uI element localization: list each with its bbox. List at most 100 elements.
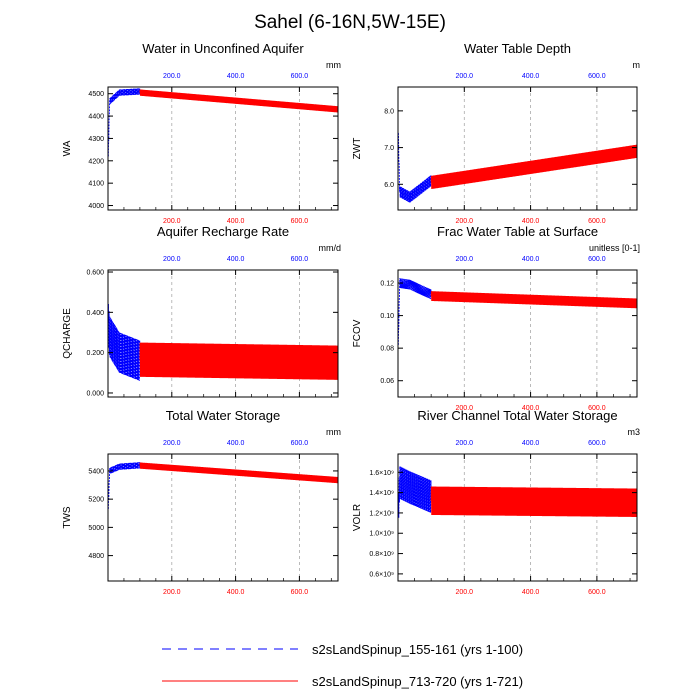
x-tick-label-bottom: 600.0	[291, 218, 309, 225]
y-tick-label: 0.6×10⁹	[369, 571, 394, 578]
plot-frame	[397, 453, 638, 582]
x-tick-label-top: 200.0	[163, 256, 181, 263]
y-axis-label: ZWT	[352, 138, 363, 160]
x-tick-label-top: 600.0	[291, 73, 309, 80]
chart-title: Water in Unconfined Aquifer	[142, 41, 304, 56]
y-tick-label: 4000	[88, 203, 104, 210]
y-tick-label: 5200	[88, 497, 104, 504]
plot-frame	[397, 269, 638, 398]
y-tick-label: 1.4×10⁹	[369, 490, 394, 497]
y-tick-label: 5400	[88, 468, 104, 475]
y-axis-label: QCHARGE	[62, 308, 73, 359]
series-line-2	[430, 291, 637, 309]
series-line-2	[430, 144, 637, 190]
x-tick-label-bottom: 200.0	[456, 405, 474, 412]
series-group	[398, 466, 637, 518]
legend: s2sLandSpinup_155-161 (yrs 1-100) s2sLand…	[162, 642, 523, 689]
y-axis-label: FCOV	[352, 319, 363, 347]
series-group	[108, 88, 338, 157]
chart-title: Water Table Depth	[464, 41, 571, 56]
series-line-1	[398, 466, 432, 518]
x-tick-label-top: 600.0	[588, 256, 606, 263]
legend-label-1: s2sLandSpinup_155-161 (yrs 1-100)	[312, 642, 523, 657]
series-line-2	[139, 342, 338, 380]
series-line-1	[108, 88, 141, 157]
x-tick-label-bottom: 400.0	[522, 405, 540, 412]
series-group	[108, 462, 338, 510]
units-label: m3	[627, 427, 640, 437]
chart-panel-2: 6.0 7.0 8.0 200.0 200.0 400.0 400.0 600.0 600.0 W…	[352, 41, 640, 225]
series-group	[398, 132, 637, 203]
legend-label-2: s2sLandSpinup_713-720 (yrs 1-721)	[312, 674, 523, 689]
series-line-2	[139, 89, 338, 113]
x-tick-label-bottom: 400.0	[522, 589, 540, 596]
x-tick-label-top: 400.0	[227, 440, 245, 447]
figure-title: Sahel (6-16N,5W-15E)	[254, 12, 446, 33]
x-tick-label-top: 600.0	[291, 256, 309, 263]
y-tick-label: 8.0	[384, 108, 394, 115]
panels: 400041004200430044004500200.0200.0400.04…	[62, 41, 640, 596]
y-tick-label: 4300	[88, 136, 104, 143]
x-tick-label-bottom: 200.0	[456, 589, 474, 596]
plot-frame	[107, 86, 339, 211]
x-tick-label-bottom: 200.0	[163, 218, 181, 225]
y-axis-label: WA	[62, 140, 73, 156]
x-tick-label-bottom: 400.0	[227, 589, 245, 596]
chart-panel-6: 0.6×10⁹ 0.8×10⁹ 1.0×10⁹ 1.2×10⁹ 1.4×10⁹ 1.6×1…	[352, 408, 640, 596]
x-tick-label-top: 400.0	[227, 73, 245, 80]
chart-panel-4: 0.06 0.08 0.10 0.12 200.0 200.0 400.0 400.0 600.…	[352, 224, 640, 412]
chart-panel-3: 0.000 0.200 0.400 0.600 200.0 400.0 600.0 Aquif…	[62, 224, 342, 398]
y-tick-label: 0.600	[86, 270, 104, 277]
plot-frame	[107, 453, 339, 582]
series-line-1	[398, 278, 432, 345]
units-label: mm	[326, 60, 341, 70]
y-tick-label: 7.0	[384, 145, 394, 152]
x-tick-label-bottom: 400.0	[227, 218, 245, 225]
y-tick-label: 0.06	[380, 378, 394, 385]
x-tick-label-top: 400.0	[522, 256, 540, 263]
y-tick-label: 0.08	[380, 346, 394, 353]
y-tick-label: 0.200	[86, 350, 104, 357]
x-tick-label-top: 600.0	[588, 73, 606, 80]
chart-panel-1: 4000 4100 4200 4300 4400 4500 200.0 200.0 400.0 4…	[62, 41, 341, 225]
series-group	[398, 278, 637, 345]
series-line-1	[108, 462, 141, 510]
x-tick-label-top: 400.0	[227, 256, 245, 263]
x-tick-label-bottom: 400.0	[522, 218, 540, 225]
y-tick-label: 4200	[88, 158, 104, 165]
units-label: mm/d	[319, 243, 342, 253]
x-tick-label-bottom: 600.0	[588, 405, 606, 412]
chart-panel-5: 4800 5000 5200 5400 200.0 200.0 400.0 400.0 600.…	[62, 408, 341, 596]
x-tick-label-bottom: 600.0	[291, 589, 309, 596]
y-tick-label: 0.10	[380, 313, 394, 320]
x-tick-label-top: 600.0	[291, 440, 309, 447]
y-tick-label: 4400	[88, 114, 104, 121]
y-tick-label: 1.2×10⁹	[369, 510, 394, 517]
y-tick-label: 1.0×10⁹	[369, 531, 394, 538]
x-tick-label-top: 600.0	[588, 440, 606, 447]
y-tick-label: 4100	[88, 181, 104, 188]
x-tick-label-top: 200.0	[163, 440, 181, 447]
y-tick-label: 0.000	[86, 390, 104, 397]
units-label: m	[633, 60, 641, 70]
x-tick-label-bottom: 200.0	[163, 589, 181, 596]
y-axis-label: VOLR	[352, 504, 363, 531]
y-tick-label: 0.8×10⁹	[369, 551, 394, 558]
y-tick-label: 1.6×10⁹	[369, 470, 394, 477]
chart-title: Aquifer Recharge Rate	[157, 224, 289, 239]
x-tick-label-top: 200.0	[456, 256, 474, 263]
series-line-1	[108, 304, 141, 381]
x-tick-label-bottom: 600.0	[588, 218, 606, 225]
series-line-2	[139, 462, 338, 484]
y-tick-label: 5000	[88, 525, 104, 532]
y-tick-label: 0.400	[86, 310, 104, 317]
y-tick-label: 0.12	[380, 281, 394, 288]
x-tick-label-bottom: 200.0	[456, 218, 474, 225]
units-label: unitless [0-1]	[589, 243, 640, 253]
plot-frame	[397, 86, 638, 211]
chart-title: Total Water Storage	[166, 408, 280, 423]
x-tick-label-top: 400.0	[522, 73, 540, 80]
y-tick-label: 6.0	[384, 182, 394, 189]
plot-frame	[107, 269, 339, 398]
